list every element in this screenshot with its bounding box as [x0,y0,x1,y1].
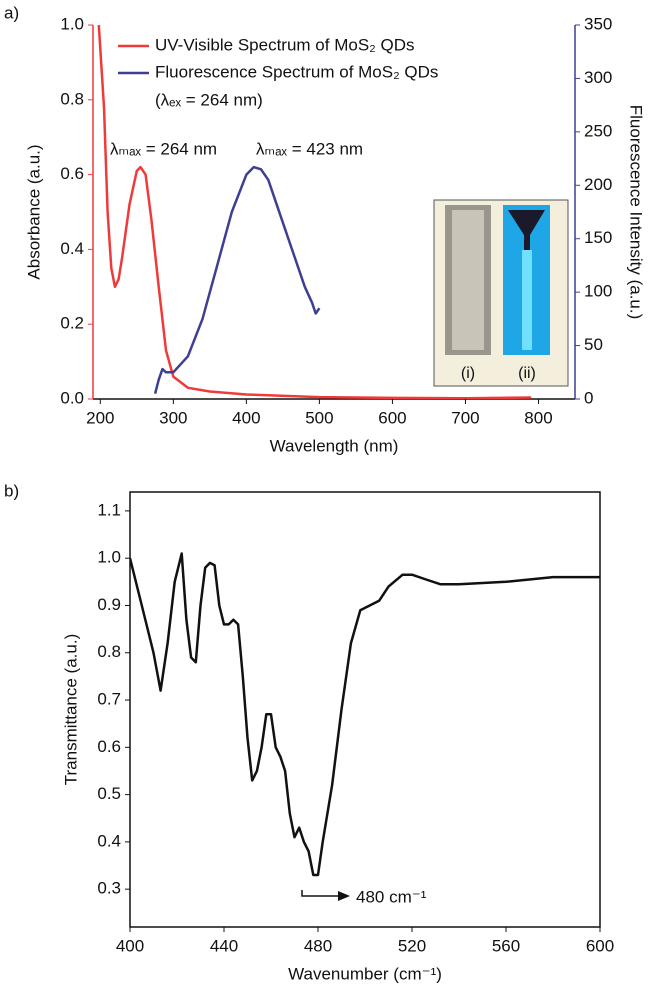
annotation: 480 cm⁻¹ [356,887,427,906]
inset-label: (i) [461,365,475,382]
x-tick-label: 560 [492,936,520,955]
inset-label: (ii) [518,365,536,382]
x-tick-label: 600 [586,936,614,955]
arrow-head [338,891,350,901]
excitation-note: (λₑₓ = 264 nm) [155,90,263,109]
y2-tick-label: 300 [584,68,612,87]
x-axis-label: Wavelength (nm) [270,436,399,455]
x-tick-label: 440 [210,936,238,955]
series-line [153,165,321,395]
y2-tick-label: 0 [584,388,593,407]
y-tick-label: 0.8 [97,642,121,661]
y2-tick-label: 250 [584,121,612,140]
series-line [97,25,532,399]
x-tick-label: 200 [86,408,114,427]
y-tick-label: 1.0 [60,14,84,33]
y-axis-label: Absorbance (a.u.) [24,144,43,279]
plot-frame [129,491,601,928]
legend-label: Fluorescence Spectrum of MoS₂ QDs [155,62,438,81]
y-tick-label: 0.6 [97,737,121,756]
x-tick-label: 500 [305,408,333,427]
x-tick-label: 300 [159,408,187,427]
y-tick-label: 0.3 [97,879,121,898]
y-tick-label: 1.0 [97,548,121,567]
peak-label: λₘₐₓ = 264 nm [110,139,217,158]
legend-label: UV-Visible Spectrum of MoS₂ QDs [155,35,414,54]
y-tick-label: 0.8 [60,89,84,108]
x-tick-label: 600 [378,408,406,427]
x-tick-label: 700 [451,408,479,427]
panel-label: a) [4,3,19,22]
y2-axis-label: Fluorescence Intensity (a.u.) [627,105,646,319]
x-tick-label: 800 [524,408,552,427]
y-tick-label: 0.9 [97,595,121,614]
annotation-arrow [301,890,340,897]
y-axis-label: Transmittance (a.u.) [61,634,80,785]
y-tick-label: 0.4 [60,239,84,258]
y-tick-label: 0.7 [97,690,121,709]
y2-tick-label: 150 [584,228,612,247]
y-tick-label: 0.5 [97,784,121,803]
y-tick-label: 0.6 [60,164,84,183]
x-tick-label: 400 [232,408,260,427]
y-tick-label: 0.0 [60,388,84,407]
series-line [130,552,600,877]
y-tick-label: 0.4 [97,831,121,850]
panel-label: b) [4,481,19,500]
y-tick-label: 0.2 [60,314,84,333]
inset-photo [433,199,569,387]
x-tick-label: 520 [398,936,426,955]
x-axis-label: Wavenumber (cm⁻¹) [288,964,442,983]
x-tick-label: 400 [116,936,144,955]
y2-tick-label: 50 [584,335,603,354]
x-tick-label: 480 [304,936,332,955]
y2-tick-label: 100 [584,282,612,301]
y2-tick-label: 200 [584,175,612,194]
y-tick-label: 1.1 [97,500,121,519]
y2-tick-label: 350 [584,14,612,33]
peak-label: λₘₐₓ = 423 nm [256,139,363,158]
